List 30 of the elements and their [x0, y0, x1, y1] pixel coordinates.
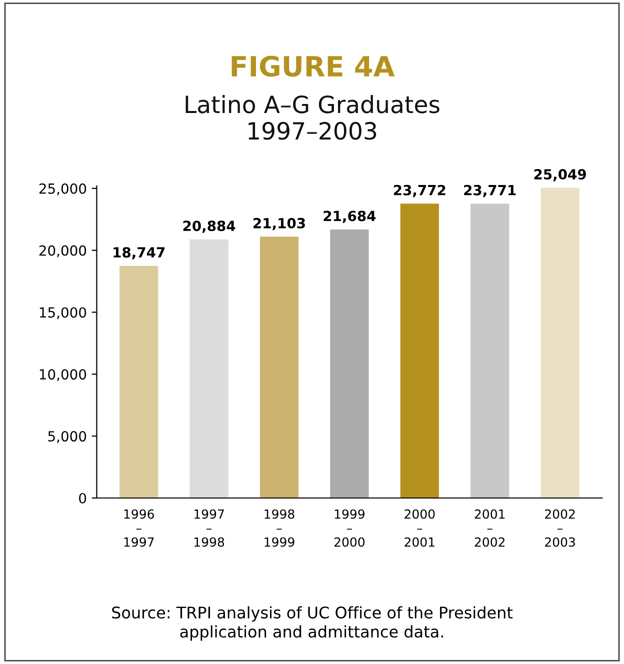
chart-title: FIGURE 4A — [232, 56, 395, 77]
x-tick-label: 1998 – 1999 — [264, 509, 294, 547]
data-label: 21,684 — [324, 210, 376, 223]
y-tick-label: 25,000 — [39, 183, 86, 196]
x-tick-label: 2000 – 2001 — [404, 509, 435, 547]
bar — [540, 188, 580, 498]
bar — [470, 204, 510, 498]
source-note: Source: TRPI analysis of UC Office of the President application and admittance data. — [112, 606, 513, 641]
bar — [190, 239, 228, 498]
bar — [120, 266, 158, 498]
data-label: 23,771 — [464, 184, 516, 198]
data-label: 23,772 — [394, 184, 446, 198]
bar — [260, 236, 299, 498]
y-tick-label: 10,000 — [40, 369, 86, 382]
data-label: 25,049 — [534, 169, 586, 182]
chart-subtitle: Latino A–G Graduates 1997–2003 — [186, 95, 440, 140]
data-label: 20,884 — [183, 220, 236, 233]
bar — [330, 229, 369, 498]
x-tick-label: 1999 – 2000 — [334, 509, 365, 547]
y-tick-label: 5,000 — [48, 431, 86, 443]
x-tick-label: 2002 – 2003 — [545, 509, 575, 547]
y-tick-label: 15,000 — [40, 307, 86, 320]
y-tick-label: 20,000 — [39, 245, 86, 258]
bar — [400, 204, 439, 498]
x-tick-label: 1996 – 1997 — [124, 509, 154, 547]
data-label: 21,103 — [254, 218, 305, 230]
data-label: 18,747 — [114, 247, 165, 260]
x-tick-label: 2001 – 2002 — [474, 509, 505, 547]
y-tick-label: 0 — [79, 492, 86, 504]
x-tick-label: 1997 – 1998 — [194, 509, 224, 547]
